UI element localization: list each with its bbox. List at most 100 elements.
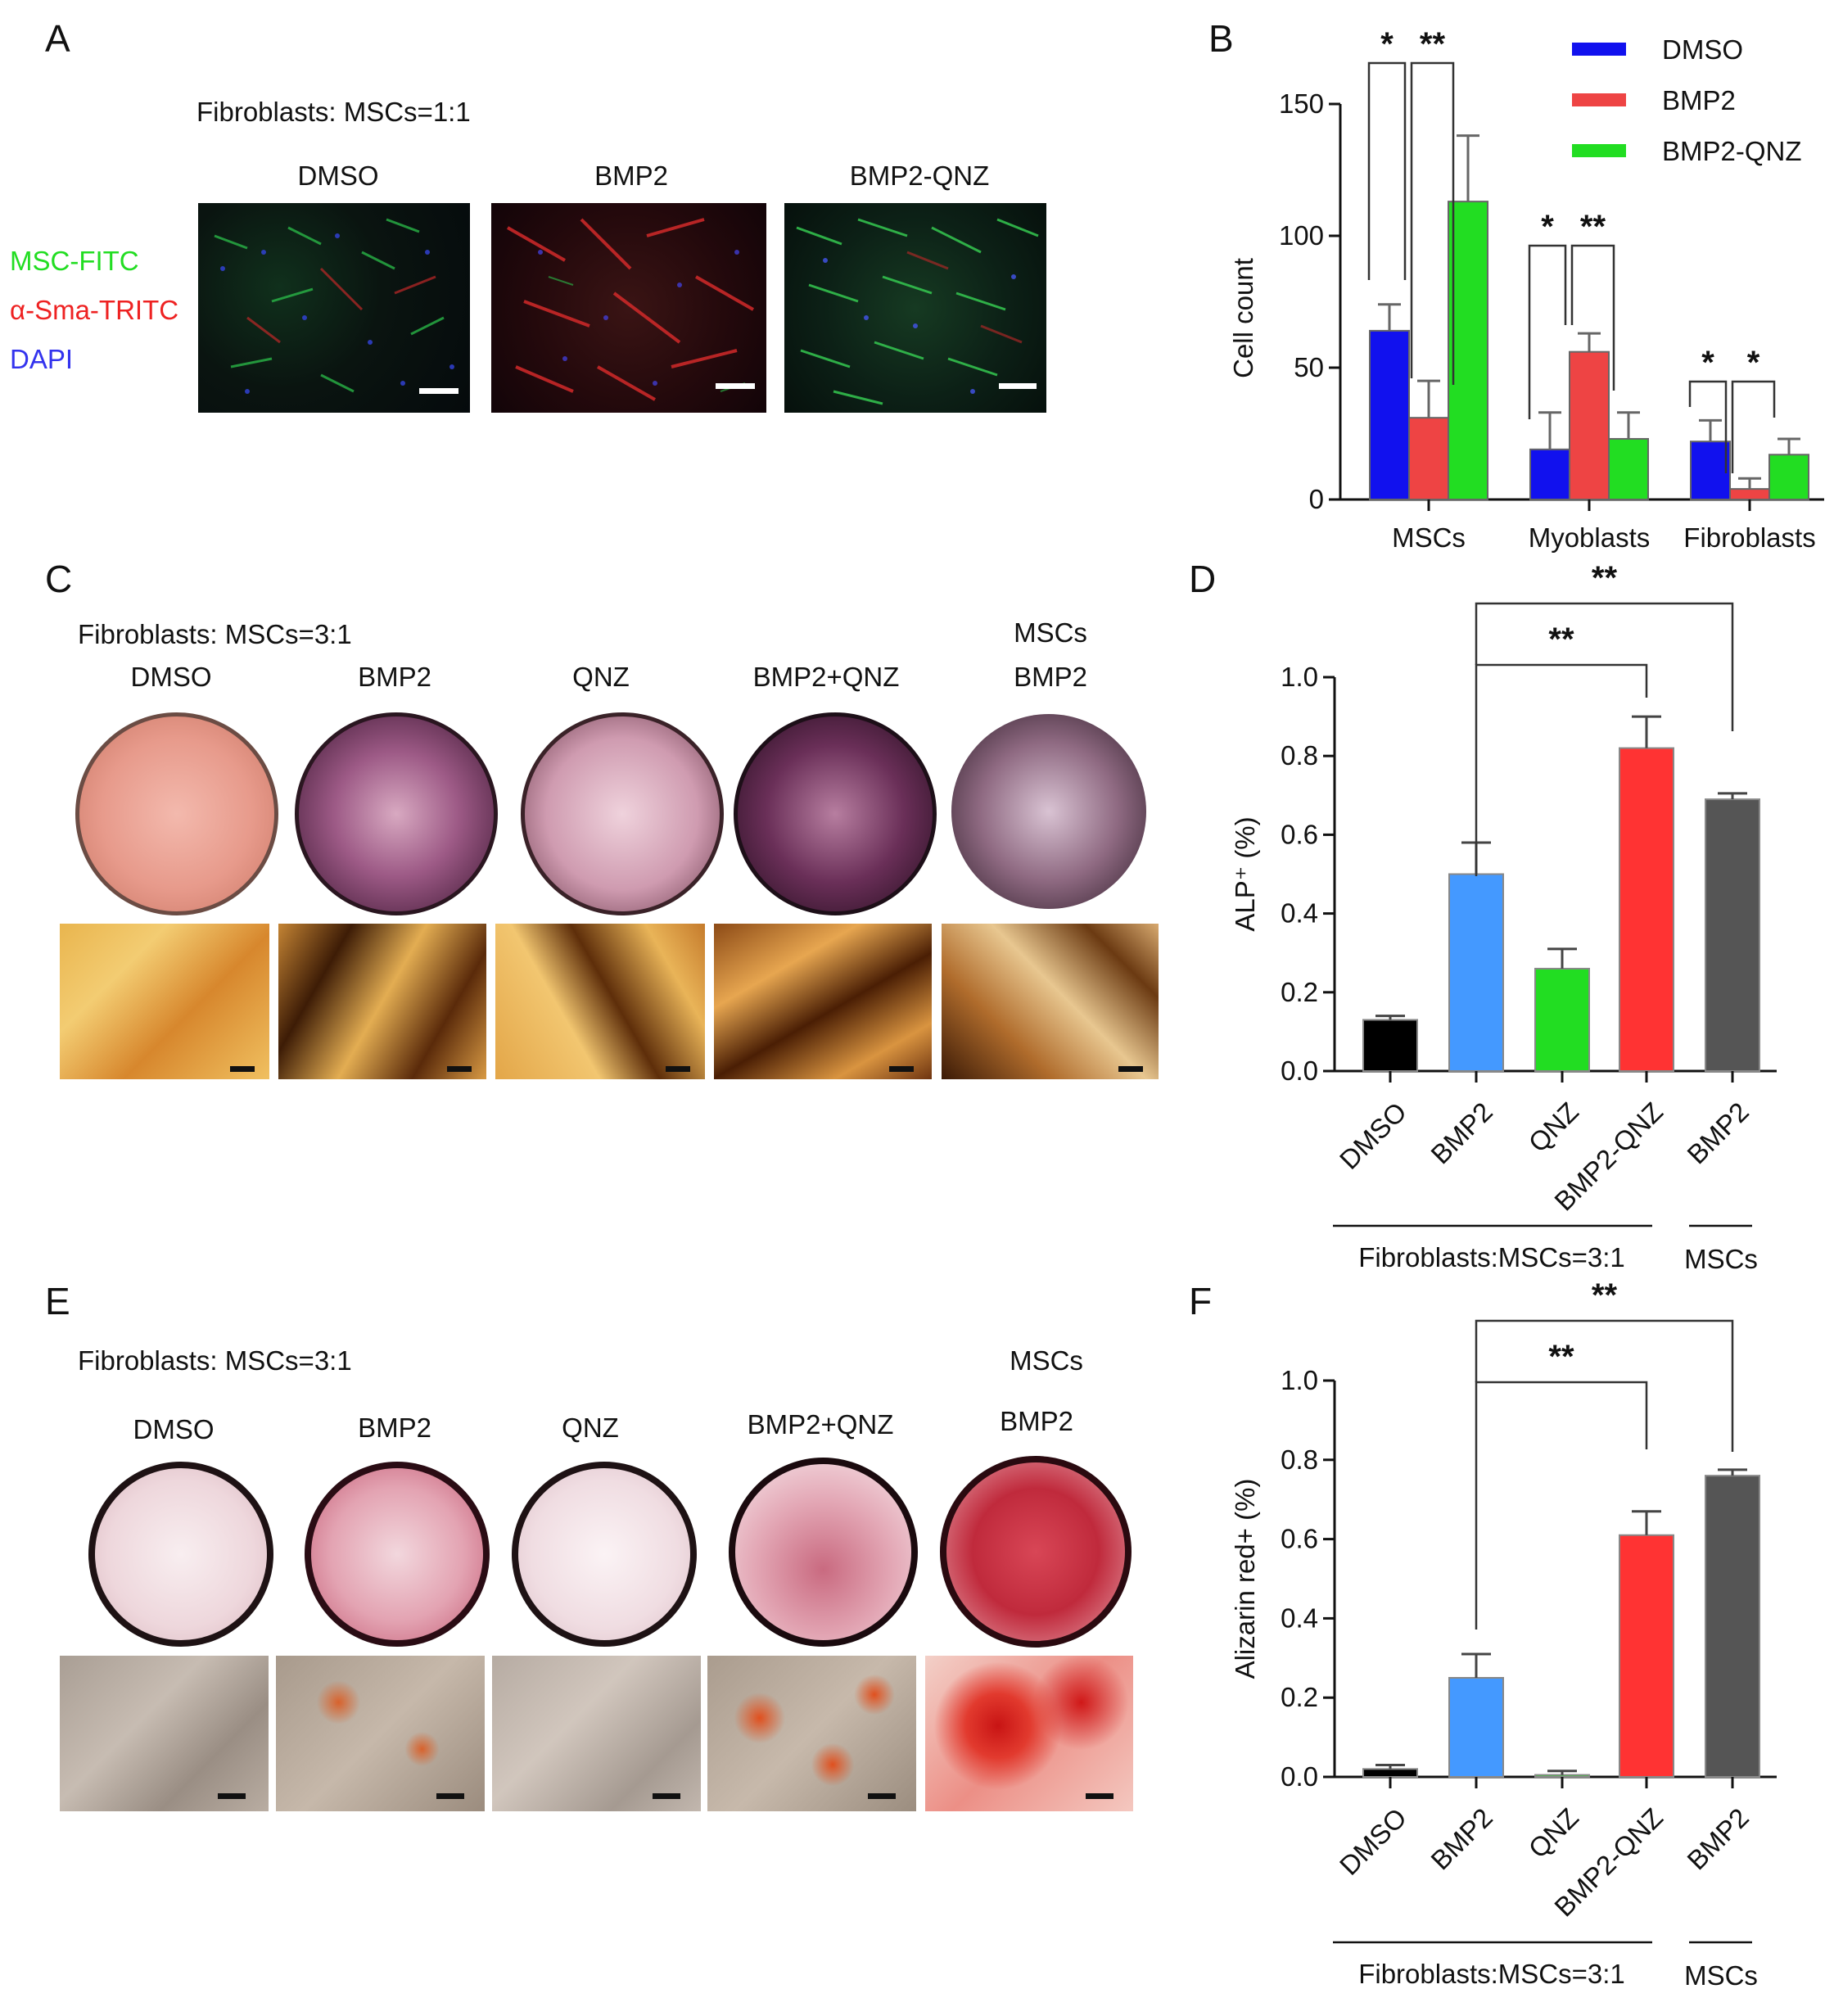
x-tick-label: MSCs [1392, 522, 1466, 553]
y-tick-label: 100 [1279, 220, 1324, 251]
culture-dish-ar-bmp2 [305, 1462, 490, 1647]
scale-bar [653, 1793, 680, 1799]
panel-c-ratio-label: Fibroblasts: MSCs=3:1 [78, 619, 352, 649]
significance-marker: * [1747, 345, 1760, 381]
bar [1619, 1534, 1674, 1778]
culture-dish-ar-bmp2-qnz [729, 1458, 918, 1647]
y-tick-label: 0.0 [1281, 1055, 1318, 1086]
scale-bar [868, 1793, 896, 1799]
y-tick-label: 0.6 [1281, 819, 1318, 849]
bar [1534, 1774, 1590, 1779]
group-label: MSCs [1684, 1960, 1758, 1991]
y-tick-label: 0.8 [1281, 740, 1318, 771]
panel-c-col-1: DMSO [130, 662, 212, 692]
significance-bracket [1528, 244, 1567, 419]
bar [1768, 454, 1809, 501]
culture-dish-ar-dmso [88, 1462, 273, 1647]
bar [1448, 873, 1504, 1072]
panel-e-col-5: BMP2 [1000, 1406, 1073, 1436]
bar [1690, 441, 1731, 500]
stain-legend-dapi: DAPI [10, 344, 74, 374]
alp-microscopy-bmp2 [278, 924, 486, 1079]
y-axis-label: ALP⁺ (%) [1230, 816, 1260, 931]
ar-microscopy-bmp2 [276, 1656, 485, 1811]
x-tick-label: BMP2 [1425, 1802, 1498, 1876]
panel-letter-c: C [45, 558, 73, 600]
y-axis-label: Alizarin red+ (%) [1230, 1479, 1260, 1679]
bar [1408, 417, 1449, 500]
x-tick-label: DMSO [1334, 1802, 1412, 1881]
panel-c-col-3: QNZ [572, 662, 630, 692]
y-tick-label: 50 [1294, 352, 1324, 382]
significance-bracket [1475, 602, 1734, 731]
panel-c-msc-header: MSCs [1014, 617, 1087, 648]
panel-e-col-4: BMP2+QNZ [747, 1409, 894, 1440]
significance-marker: ** [1580, 209, 1606, 245]
y-tick-label: 0 [1309, 484, 1324, 514]
bar [1362, 1019, 1418, 1072]
bar [1534, 967, 1590, 1072]
significance-marker: * [1380, 26, 1394, 62]
x-tick-label: BMP2 [1681, 1096, 1755, 1170]
panel-e-col-2: BMP2 [358, 1413, 431, 1443]
bar [1705, 798, 1760, 1072]
significance-bracket [1570, 244, 1615, 391]
significance-marker: * [1541, 209, 1554, 245]
scale-bar [666, 1066, 690, 1072]
scale-bar [218, 1793, 246, 1799]
significance-bracket [1731, 380, 1776, 473]
y-tick-label: 0.8 [1281, 1444, 1318, 1475]
ar-microscopy-msc-bmp2 [925, 1656, 1133, 1811]
bar [1729, 488, 1770, 500]
y-tick-label: 1.0 [1281, 1365, 1318, 1395]
stain-legend-tritc: α-Sma-TRITC [10, 295, 179, 325]
fluorescence-image-bmp2 [491, 203, 766, 413]
scale-bar [230, 1066, 255, 1072]
significance-bracket [1475, 1319, 1734, 1452]
x-tick-label: QNZ [1523, 1096, 1584, 1158]
panel-c-col-4: BMP2+QNZ [752, 662, 900, 692]
alp-microscopy-msc-bmp2 [942, 924, 1159, 1079]
bar [1569, 350, 1610, 500]
panel-letter-a: A [45, 17, 70, 60]
bar [1448, 201, 1488, 500]
legend-swatch [1572, 93, 1626, 106]
panel-a-col-bmp2-qnz: BMP2-QNZ [849, 160, 990, 191]
bar [1529, 448, 1570, 501]
bar [1362, 1768, 1418, 1779]
significance-marker: ** [1548, 622, 1574, 658]
y-tick-label: 0.2 [1281, 1682, 1318, 1712]
significance-marker: ** [1592, 1277, 1618, 1313]
culture-dish-alp-bmp2 [295, 712, 498, 915]
significance-bracket [1410, 61, 1455, 385]
ar-microscopy-dmso [60, 1656, 269, 1811]
scale-bar [447, 1066, 472, 1072]
y-tick-label: 0.2 [1281, 977, 1318, 1007]
y-tick-label: 0.4 [1281, 898, 1318, 929]
group-label: Fibroblasts:MSCs=3:1 [1358, 1242, 1625, 1272]
significance-bracket [1475, 1381, 1648, 1630]
panel-letter-b: B [1208, 17, 1234, 60]
panel-c-col-2: BMP2 [358, 662, 431, 692]
culture-dish-alp-msc-bmp2 [951, 714, 1146, 909]
panel-e-col-3: QNZ [562, 1413, 619, 1443]
y-tick-label: 0.4 [1281, 1602, 1318, 1633]
y-tick-label: 0.6 [1281, 1524, 1318, 1554]
fluorescence-image-bmp2-qnz [784, 203, 1046, 413]
panel-e-msc-header: MSCs [1010, 1345, 1083, 1376]
bar [1705, 1475, 1760, 1779]
panel-c-col-5: BMP2 [1014, 662, 1087, 692]
bar [1369, 329, 1410, 501]
panel-a-col-dmso: DMSO [297, 160, 379, 191]
legend-label: BMP2-QNZ [1662, 136, 1802, 166]
fluorescence-image-dmso [198, 203, 470, 413]
significance-bracket [1475, 663, 1648, 876]
significance-marker: * [1701, 345, 1714, 381]
significance-bracket [1688, 380, 1728, 473]
scale-bar [1086, 1793, 1113, 1799]
legend-label: DMSO [1662, 34, 1743, 65]
stain-legend-fitc: MSC-FITC [10, 246, 139, 276]
culture-dish-alp-bmp2-qnz [734, 712, 937, 915]
alp-microscopy-dmso [60, 924, 269, 1079]
panel-a-ratio-label: Fibroblasts: MSCs=1:1 [196, 97, 471, 127]
